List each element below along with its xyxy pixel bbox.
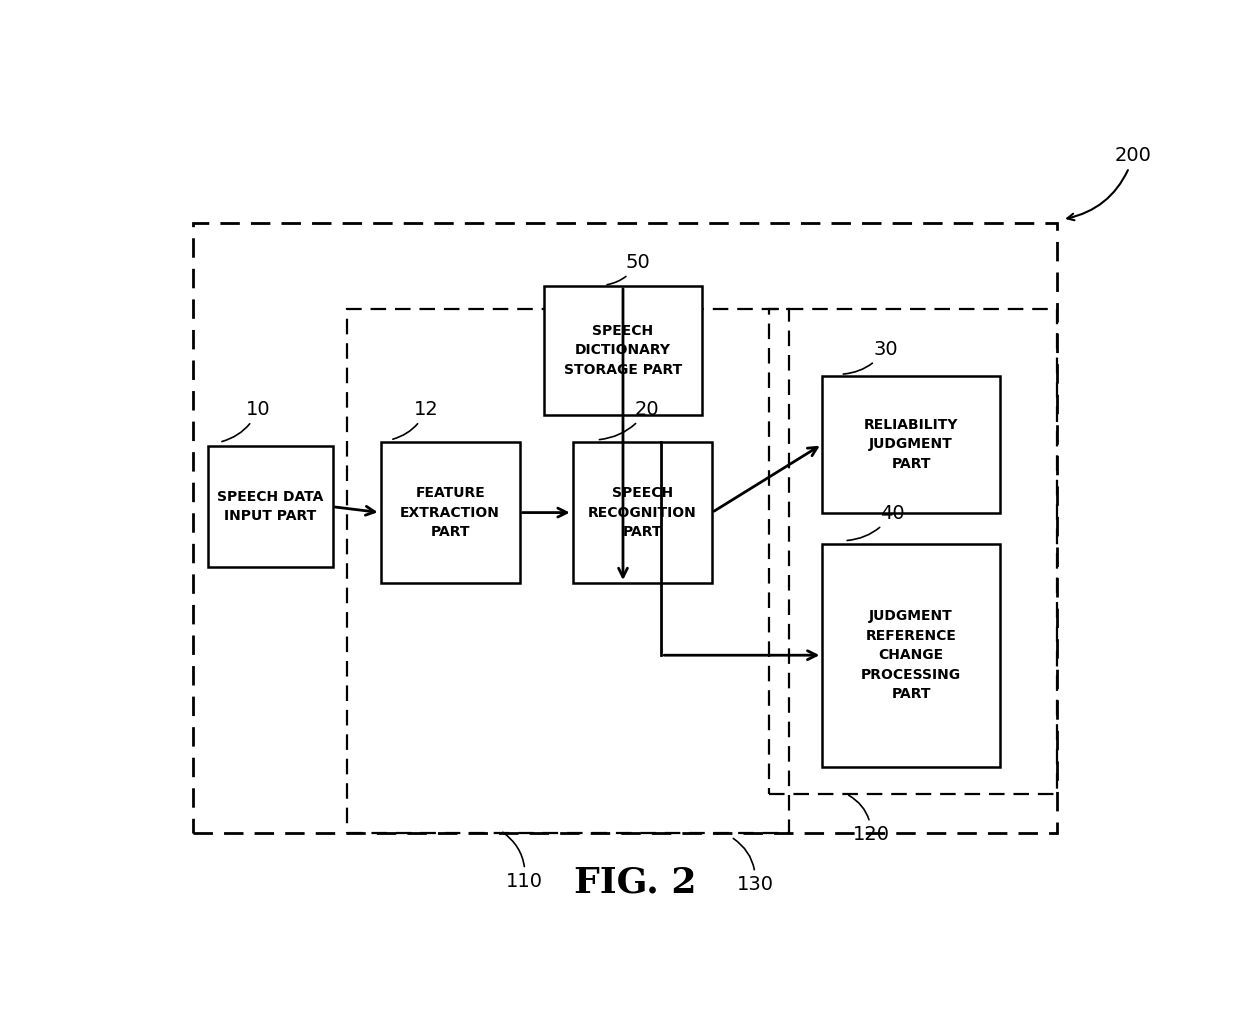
Bar: [572, 443, 711, 583]
Text: FIG. 2: FIG. 2: [574, 866, 696, 899]
Text: 12: 12: [393, 400, 439, 439]
Text: 130: 130: [733, 838, 773, 894]
Text: RELIABILITY
JUDGMENT
PART: RELIABILITY JUDGMENT PART: [864, 418, 958, 471]
Bar: [380, 443, 520, 583]
Text: SPEECH
RECOGNITION
PART: SPEECH RECOGNITION PART: [587, 486, 696, 539]
Text: 20: 20: [600, 400, 659, 439]
Text: 10: 10: [222, 400, 270, 442]
Text: 50: 50: [607, 253, 650, 284]
Text: SPEECH DATA
INPUT PART: SPEECH DATA INPUT PART: [217, 490, 323, 524]
Text: 120: 120: [849, 796, 890, 844]
Bar: [769, 310, 1057, 794]
Bar: [208, 447, 332, 567]
Text: JUDGMENT
REFERENCE
CHANGE
PROCESSING
PART: JUDGMENT REFERENCE CHANGE PROCESSING PAR…: [861, 609, 961, 701]
Text: 30: 30: [844, 340, 898, 375]
Bar: [823, 376, 1000, 513]
Text: 200: 200: [1067, 146, 1152, 220]
Text: 40: 40: [847, 503, 904, 541]
Text: 110: 110: [503, 832, 543, 891]
Bar: [823, 544, 1000, 766]
Text: FEATURE
EXTRACTION
PART: FEATURE EXTRACTION PART: [400, 486, 501, 539]
Bar: [193, 223, 1057, 833]
Bar: [544, 286, 703, 415]
Text: SPEECH
DICTIONARY
STORAGE PART: SPEECH DICTIONARY STORAGE PART: [564, 324, 683, 377]
Bar: [347, 310, 789, 833]
